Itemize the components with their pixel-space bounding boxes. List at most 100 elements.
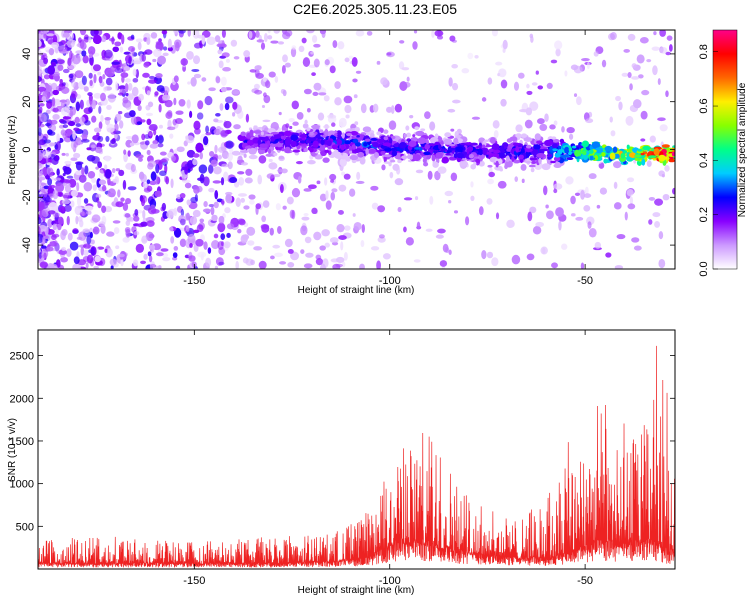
spectrogram-cell	[489, 153, 499, 157]
spectrogram-cell	[540, 246, 548, 255]
spectrogram-cell	[178, 30, 186, 34]
spectrogram-cell	[238, 155, 243, 161]
spectrogram-cell	[289, 125, 293, 130]
spectrogram-x-tick-label: -150	[183, 275, 205, 287]
spectrogram-cell	[180, 58, 188, 66]
spectrogram-cell	[286, 196, 294, 205]
colorbar-label: Normalized spectral amplitude	[737, 82, 748, 217]
spectrogram-cell	[624, 211, 628, 221]
spectrogram-cell	[571, 145, 577, 149]
spectrogram-cell	[58, 206, 66, 213]
spectrogram-cell	[90, 239, 95, 245]
spectrogram-cell	[319, 129, 324, 133]
spectrogram-cell	[91, 214, 101, 223]
spectrogram-cell	[311, 35, 318, 43]
spectrogram-cell	[288, 117, 295, 123]
spectrogram-cell	[42, 166, 48, 177]
spectrogram-cell	[588, 149, 594, 154]
spectrogram-cell	[615, 95, 621, 102]
spectrogram-cell	[280, 135, 285, 140]
spectrogram-cell	[91, 177, 97, 183]
spectrogram-cell	[451, 99, 461, 104]
spectrogram-cell	[189, 110, 193, 119]
spectrogram-cell	[244, 177, 253, 184]
spectrogram-cell	[596, 204, 601, 209]
spectrogram-cell	[129, 142, 135, 147]
spectrogram-cell	[391, 150, 398, 157]
spectrogram-cell	[371, 202, 379, 210]
spectrogram-cell	[47, 185, 53, 190]
spectrogram-cell	[553, 163, 562, 168]
spectrogram-cell	[320, 138, 325, 146]
spectrogram-cell	[265, 80, 271, 89]
spectrogram-cell	[39, 31, 44, 37]
spectrogram-cell	[672, 187, 675, 195]
spectrogram-cell	[55, 259, 61, 268]
spectrogram-cell	[340, 144, 345, 151]
spectrogram-cell	[398, 142, 407, 149]
spectrogram-cell	[351, 144, 357, 150]
spectrogram-cell	[424, 111, 431, 120]
spectrogram-cell	[372, 141, 379, 148]
spectrogram-cell	[38, 65, 43, 75]
spectrogram-cell	[43, 191, 48, 198]
spectrogram-cell	[445, 153, 451, 156]
spectrogram-cell	[61, 199, 71, 205]
spectrogram-cell	[74, 116, 80, 124]
spectrogram-cell	[370, 132, 375, 138]
spectrogram-cell	[438, 144, 442, 150]
spectrogram-cell	[211, 214, 218, 222]
spectrogram-cell	[363, 142, 368, 147]
spectrogram-cell	[84, 205, 94, 211]
spectrogram-cell	[141, 133, 146, 141]
spectrogram-cell	[448, 77, 453, 87]
spectrogram-cell	[284, 62, 291, 68]
spectrogram-cell	[601, 59, 607, 68]
spectrogram-cell	[118, 85, 127, 90]
spectrogram-cell	[91, 247, 95, 256]
spectrogram-cell	[89, 79, 93, 87]
spectrogram-cell	[546, 153, 553, 158]
spectrogram-cell	[413, 259, 421, 263]
spectrogram-cell	[499, 151, 505, 158]
spectrogram-cell	[193, 185, 200, 195]
spectrogram-cell	[310, 51, 314, 55]
spectrogram-cell	[225, 140, 234, 150]
spectrogram-cell	[274, 252, 283, 258]
spectrogram-cell	[559, 138, 565, 144]
spectrogram-cell	[576, 96, 582, 106]
spectrogram-cell	[652, 158, 657, 161]
spectrogram-cell	[248, 30, 253, 39]
spectrogram-cell	[356, 134, 360, 138]
spectrogram-cell	[76, 196, 82, 207]
spectrogram-cell	[75, 215, 79, 225]
spectrogram-cell	[594, 241, 602, 249]
spectrogram-cell	[553, 183, 563, 190]
spectrogram-cell	[620, 152, 626, 159]
spectrogram-cell	[325, 190, 329, 200]
spectrogram-cell	[154, 91, 159, 96]
spectrogram-cell	[153, 48, 162, 58]
spectrogram-cell	[117, 111, 123, 115]
spectrogram-cell	[359, 263, 365, 269]
spectrogram-cell	[47, 167, 54, 177]
spectrogram-cell	[127, 150, 131, 157]
spectrogram-cell	[623, 150, 628, 154]
spectrogram-cell	[197, 100, 204, 110]
spectrogram-cell	[335, 263, 343, 268]
spectrogram-cell	[202, 208, 211, 213]
spectrogram-cell	[565, 176, 574, 185]
spectrogram-cell	[163, 46, 168, 51]
spectrogram-cell	[121, 34, 125, 45]
spectrogram-cell	[344, 104, 352, 114]
spectrogram-cell	[85, 262, 89, 269]
spectrogram-cell	[70, 189, 78, 198]
spectrogram-cell	[110, 265, 114, 269]
spectrogram-cell	[474, 55, 479, 59]
spectrogram-cell	[101, 184, 107, 192]
spectrogram-cell	[338, 117, 347, 128]
spectrogram-cell	[443, 138, 453, 145]
spectrogram-cell	[164, 163, 168, 174]
spectrogram-cell	[551, 138, 560, 143]
spectrogram-cell	[57, 64, 64, 72]
